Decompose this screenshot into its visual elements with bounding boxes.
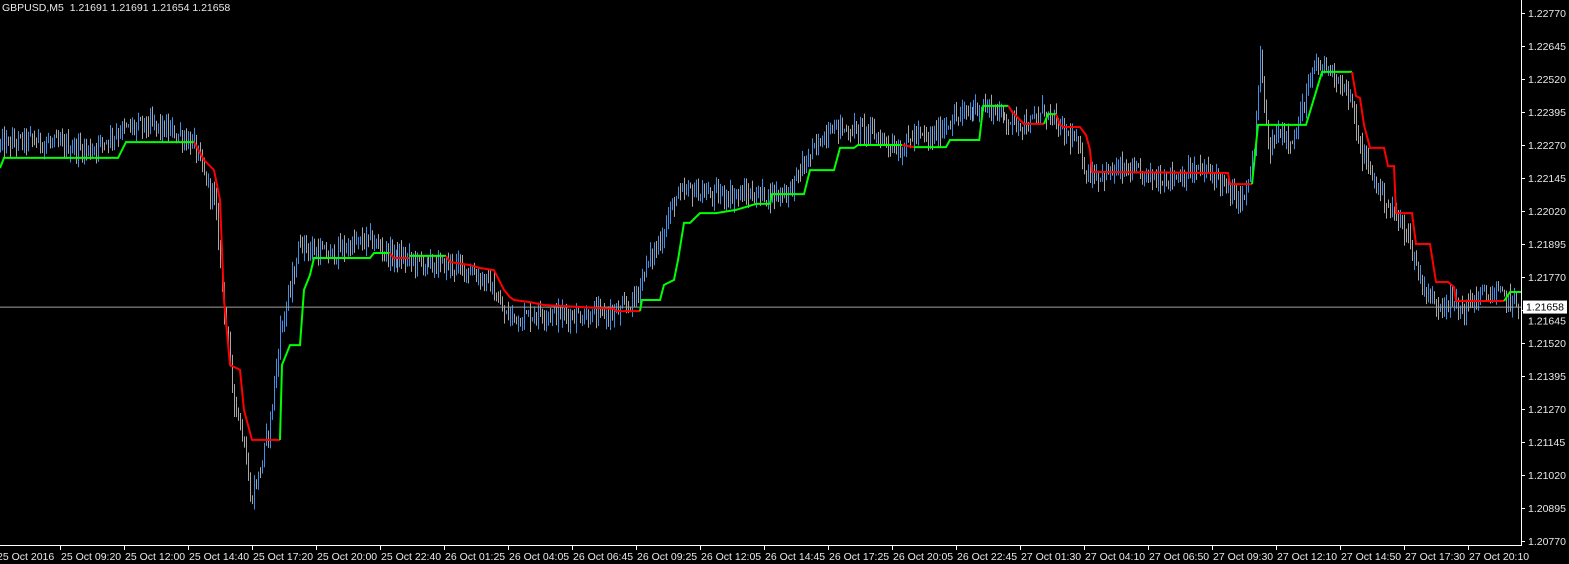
indicator-segment-up: [1251, 70, 1352, 185]
indicator-segment-down: [1007, 105, 1044, 125]
price-tick-label: 1.22520: [1528, 74, 1566, 86]
indicator-segment-down: [388, 252, 410, 259]
price-tick-label: 1.21895: [1528, 239, 1566, 251]
price-tick-label: 1.21520: [1528, 338, 1566, 350]
current-price-value: 1.21658: [1526, 302, 1564, 314]
time-tick-label: 26 Oct 09:25: [637, 551, 697, 563]
time-tick-label: 25 Oct 2016: [0, 551, 54, 563]
price-bars: [0, 45, 1519, 510]
indicator-segment-down: [193, 141, 280, 441]
trend-indicator: [0, 70, 1522, 441]
time-axis[interactable]: 25 Oct 2016 25 Oct 09:20 25 Oct 12:00 25 Oc…: [0, 545, 1529, 563]
time-tick-label: 27 Oct 12:10: [1277, 551, 1337, 563]
time-tick-label: 26 Oct 06:45: [573, 551, 633, 563]
time-tick-label: 25 Oct 14:40: [189, 551, 249, 563]
time-tick-label: 27 Oct 17:30: [1405, 551, 1465, 563]
current-price-label: 1.21658: [1523, 300, 1567, 314]
time-tick-label: 27 Oct 01:30: [1021, 551, 1081, 563]
symbol-timeframe: GBPUSD,M5: [2, 2, 64, 14]
price-tick-label: 1.21270: [1528, 404, 1566, 416]
price-tick-label: 1.22270: [1528, 140, 1566, 152]
price-tick-label: 1.22145: [1528, 173, 1566, 185]
price-tick-label: 1.20895: [1528, 503, 1566, 515]
indicator-segment-down: [445, 255, 640, 313]
indicator-segment-down: [1351, 71, 1504, 302]
time-tick-label: 27 Oct 20:10: [1469, 551, 1529, 563]
indicator-segment-up: [1503, 291, 1522, 302]
time-tick-label: 25 Oct 20:00: [317, 551, 377, 563]
time-tick-label: 25 Oct 17:20: [253, 551, 313, 563]
time-tick-label: 26 Oct 20:05: [893, 551, 953, 563]
price-tick-label: 1.21770: [1528, 272, 1566, 284]
time-tick-label: 26 Oct 14:45: [765, 551, 825, 563]
price-tick-label: 1.21145: [1528, 437, 1565, 449]
time-tick-label: 25 Oct 12:00: [125, 551, 185, 563]
price-tick-label: 1.22395: [1528, 107, 1566, 119]
time-tick-label: 27 Oct 09:30: [1213, 551, 1273, 563]
time-tick-label: 26 Oct 17:25: [829, 551, 889, 563]
price-tick-label: 1.22645: [1528, 41, 1566, 53]
time-tick-label: 27 Oct 04:10: [1085, 551, 1145, 563]
price-tick-label: 1.21020: [1528, 470, 1566, 482]
time-tick-label: 25 Oct 22:40: [381, 551, 441, 563]
indicator-segment-up: [914, 104, 1009, 149]
indicator-segment-up: [279, 252, 390, 440]
indicator-segment-down: [1055, 113, 1252, 186]
time-tick-label: 26 Oct 22:45: [957, 551, 1017, 563]
time-tick-label: 27 Oct 14:50: [1341, 551, 1401, 563]
price-axis[interactable]: 1.22770 1.22645 1.22520 1.22395 1.22270 1.221…: [1521, 8, 1566, 548]
time-tick-label: 27 Oct 06:50: [1149, 551, 1209, 563]
indicator-segment-up: [0, 141, 194, 169]
price-tick-label: 1.22020: [1528, 206, 1566, 218]
price-tick-label: 1.22770: [1528, 8, 1566, 20]
indicator-segment-down: [901, 144, 915, 149]
indicator-segment-up: [1043, 113, 1056, 125]
price-tick-label: 1.21395: [1528, 371, 1566, 383]
time-tick-label: 26 Oct 01:25: [445, 551, 505, 563]
chart-title: GBPUSD,M5 1.21691 1.21691 1.21654 1.2165…: [2, 2, 230, 14]
time-tick-label: 26 Oct 12:05: [701, 551, 761, 563]
indicator-segment-up: [639, 144, 902, 312]
ohlc-values: 1.21691 1.21691 1.21654 1.21658: [69, 2, 231, 14]
price-tick-label: 1.21645: [1528, 316, 1566, 328]
time-tick-label: 25 Oct 09:20: [61, 551, 121, 563]
price-tick-label: 1.20770: [1528, 536, 1566, 548]
time-tick-label: 26 Oct 04:05: [509, 551, 569, 563]
